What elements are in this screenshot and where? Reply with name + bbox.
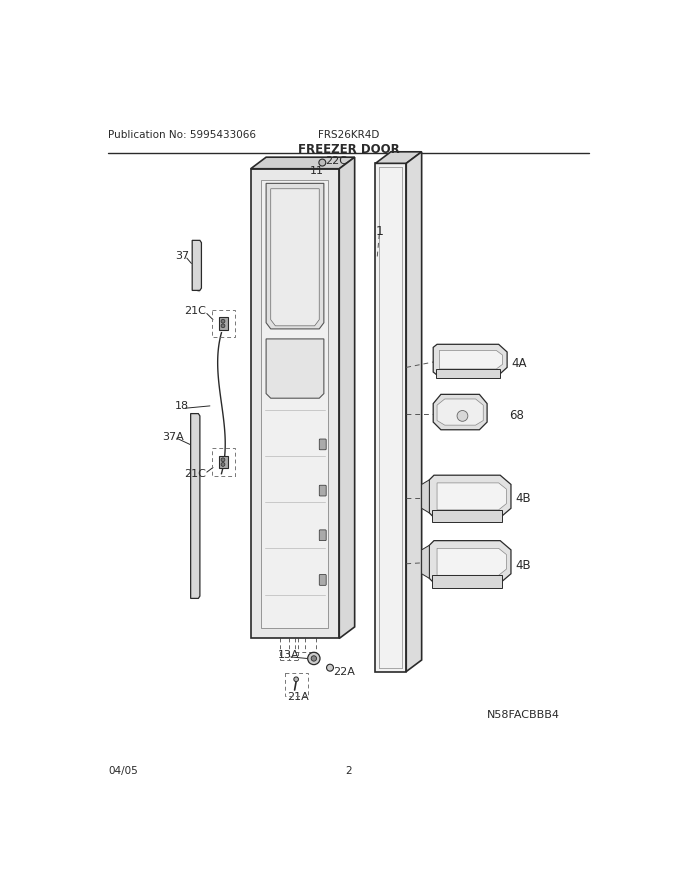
Text: 2: 2 [345, 766, 352, 776]
Circle shape [307, 652, 320, 664]
Text: 13A: 13A [277, 650, 299, 660]
Text: FRS26KR4D: FRS26KR4D [318, 130, 379, 140]
Text: 11: 11 [310, 166, 324, 176]
Text: N58FACBBB4: N58FACBBB4 [488, 710, 560, 720]
FancyBboxPatch shape [319, 530, 326, 540]
Polygon shape [406, 151, 422, 671]
Polygon shape [422, 546, 429, 578]
Text: 22C: 22C [326, 156, 347, 166]
Text: 21C: 21C [184, 306, 206, 316]
Polygon shape [437, 548, 507, 576]
Polygon shape [266, 183, 324, 329]
Circle shape [457, 410, 468, 422]
Polygon shape [437, 399, 483, 425]
Circle shape [326, 664, 333, 671]
Polygon shape [432, 510, 502, 522]
Polygon shape [271, 188, 319, 326]
Circle shape [221, 463, 225, 466]
Polygon shape [190, 414, 200, 598]
Text: 37A: 37A [162, 432, 184, 442]
Text: 68: 68 [509, 408, 524, 422]
Polygon shape [219, 456, 228, 468]
Polygon shape [439, 350, 503, 369]
FancyBboxPatch shape [319, 485, 326, 496]
Circle shape [221, 319, 225, 323]
Polygon shape [375, 151, 422, 164]
Text: 04/05: 04/05 [108, 766, 138, 776]
Polygon shape [429, 540, 511, 583]
Text: 22A: 22A [333, 666, 355, 677]
Polygon shape [262, 180, 328, 627]
Polygon shape [375, 164, 406, 671]
Polygon shape [251, 158, 355, 169]
Polygon shape [437, 483, 507, 510]
Text: 1: 1 [375, 224, 384, 238]
Text: 4B: 4B [515, 492, 531, 505]
Polygon shape [251, 169, 339, 639]
Polygon shape [266, 339, 324, 398]
Circle shape [294, 677, 299, 681]
FancyBboxPatch shape [319, 439, 326, 450]
Text: 4A: 4A [512, 357, 527, 370]
Text: 21C: 21C [184, 469, 206, 479]
Text: FREEZER DOOR: FREEZER DOOR [298, 143, 399, 156]
Polygon shape [192, 240, 201, 290]
Text: 21A: 21A [287, 692, 309, 702]
Polygon shape [433, 394, 487, 429]
Polygon shape [429, 475, 511, 517]
Circle shape [311, 656, 317, 661]
Circle shape [221, 324, 225, 327]
Circle shape [221, 458, 225, 462]
Polygon shape [435, 369, 500, 378]
FancyBboxPatch shape [319, 575, 326, 585]
Circle shape [319, 159, 326, 166]
Text: Publication No: 5995433066: Publication No: 5995433066 [108, 130, 256, 140]
Polygon shape [432, 576, 502, 588]
Text: 18: 18 [175, 401, 189, 411]
Polygon shape [422, 480, 429, 513]
Text: 4B: 4B [515, 559, 531, 572]
Polygon shape [339, 158, 355, 639]
Text: 37: 37 [175, 251, 189, 260]
Polygon shape [433, 344, 507, 375]
Polygon shape [219, 318, 228, 330]
